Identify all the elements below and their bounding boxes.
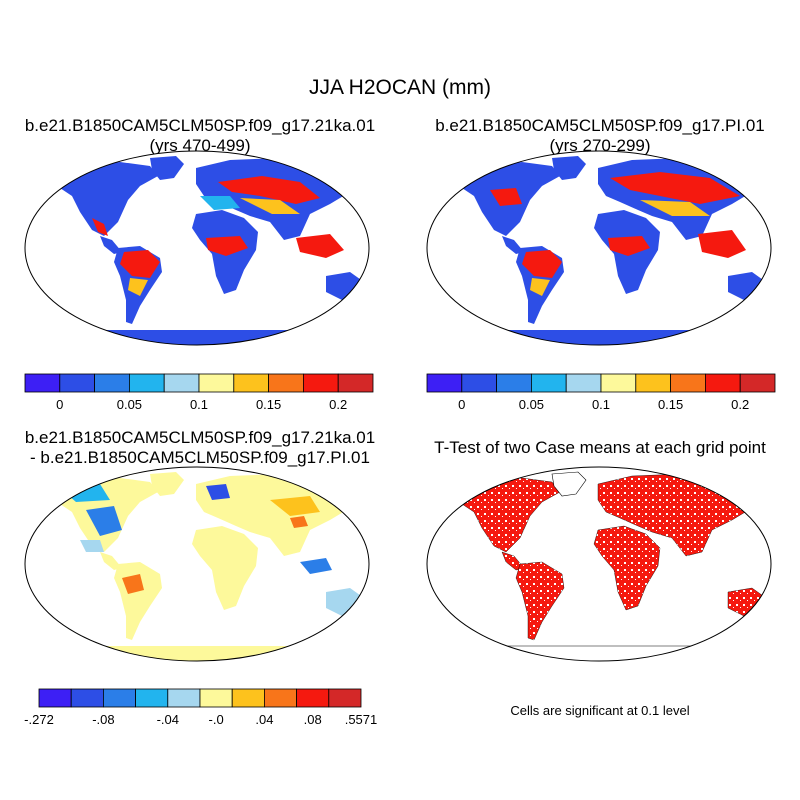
colorbar-tick-label: 0 [458,397,465,412]
colorbar-swatch [263,688,297,708]
colorbar-swatch [302,373,339,393]
panel-2-title: b.e21.B1850CAM5CLM50SP.f09_g17.PI.01 (yr… [400,116,800,156]
colorbar-tick-label: 0.1 [190,397,208,412]
colorbar-swatch [70,688,104,708]
significance-note: Cells are significant at 0.1 level [510,703,690,718]
panel-2-title-line2: (yrs 270-299) [549,136,651,155]
colorbar-tick-label: .5571 [345,712,378,727]
colorbar-tick-label: 0.05 [519,397,544,412]
colorbar-swatch [337,373,374,393]
panel-1-title-line1: b.e21.B1850CAM5CLM50SP.f09_g17.21ka.01 [24,116,376,135]
colorbar-tick-label: -.08 [92,712,114,727]
colorbar-tick-label: -.272 [24,712,54,727]
colorbar-swatch [128,373,165,393]
colorbar-swatch [94,373,130,393]
land-north-america [52,162,158,236]
panel-2-title-line1: b.e21.B1850CAM5CLM50SP.f09_g17.PI.01 [435,116,765,135]
panel-1-title-line2: (yrs 470-499) [149,136,251,155]
colorbar-swatch [531,373,567,393]
colorbar-tick-label: 0.15 [658,397,683,412]
colorbar-tick-label: -.04 [157,712,179,727]
panel-4-title-line1: T-Test of two Case means at each grid po… [434,438,766,457]
panel-1-title: b.e21.B1850CAM5CLM50SP.f09_g17.21ka.01 (… [0,116,400,156]
colorbar-tick-label: 0.15 [256,397,281,412]
panel-3-title-line1: b.e21.B1850CAM5CLM50SP.f09_g17.21ka.01 [24,428,376,447]
map-panel-3 [24,466,370,662]
land-greenland [150,156,184,180]
colorbar-swatch [59,373,95,393]
colorbar-swatch [705,373,741,393]
colorbar-1: 0 0.05 0.1 0.15 0.2 [24,373,374,412]
colorbar-tick-label: 0 [56,397,63,412]
figure-title: JJA H2OCAN (mm) [308,76,491,99]
colorbar-tick-label: -.0 [209,712,224,727]
colorbar-swatch [233,373,270,393]
colorbar-swatch [739,373,776,393]
colorbar-tick-label: 0.2 [329,397,347,412]
colorbar-swatch [163,373,200,393]
colorbar-swatch [296,688,330,708]
colorbar-swatch [198,373,235,393]
colorbar-swatch [670,373,706,393]
colorbar-swatch [496,373,532,393]
colorbar-swatch [167,688,201,708]
colorbar-swatch [635,373,671,393]
panel-3-title-line2: - b.e21.B1850CAM5CLM50SP.f09_g17.PI.01 [30,448,370,467]
colorbar-2: 0 0.05 0.1 0.15 0.2 [426,373,776,412]
colorbar-swatch [199,688,233,708]
colorbar-swatch [600,373,637,393]
colorbar-swatch [231,688,265,708]
land-central-america [100,236,122,254]
colorbar-swatch [135,688,169,708]
colorbar-tick-label: .08 [304,712,322,727]
colorbar-swatch [461,373,497,393]
colorbar-tick-label: 0.2 [731,397,749,412]
colorbar-swatch [426,373,463,393]
colorbar-swatch [328,688,362,708]
colorbar-tick-label: .04 [255,712,273,727]
panel-3-title: b.e21.B1850CAM5CLM50SP.f09_g17.21ka.01 -… [0,428,400,468]
colorbar-tick-label: 0.05 [117,397,142,412]
map-panel-2 [426,150,772,346]
colorbar-swatch [103,688,137,708]
colorbar-swatch [38,688,72,708]
panel-4-title: T-Test of two Case means at each grid po… [400,438,800,458]
map-panel-1 [24,150,370,346]
colorbar-swatch [24,373,61,393]
colorbar-swatch [565,373,602,393]
map-panel-4 [426,466,772,662]
colorbar-swatch [268,373,304,393]
colorbar-3: -.272 -.08 -.04 -.0 .04 .08 .5571 [24,688,378,727]
colorbar-tick-label: 0.1 [592,397,610,412]
